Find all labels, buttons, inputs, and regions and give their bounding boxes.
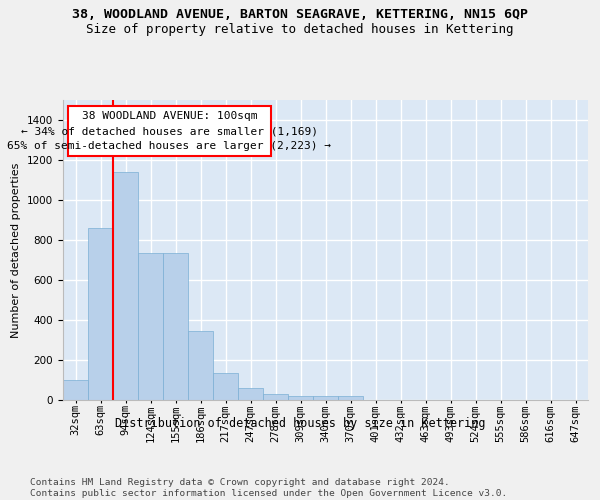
- Bar: [288, 396, 313, 400]
- Bar: [138, 253, 163, 400]
- Text: Size of property relative to detached houses in Kettering: Size of property relative to detached ho…: [86, 22, 514, 36]
- Bar: [313, 396, 338, 400]
- Bar: [338, 396, 363, 400]
- Bar: [213, 373, 238, 400]
- Bar: [188, 331, 213, 400]
- Text: Contains HM Land Registry data © Crown copyright and database right 2024.
Contai: Contains HM Land Registry data © Crown c…: [30, 478, 507, 498]
- Bar: [163, 253, 188, 400]
- Bar: [238, 388, 263, 400]
- Text: 38, WOODLAND AVENUE, BARTON SEAGRAVE, KETTERING, NN15 6QP: 38, WOODLAND AVENUE, BARTON SEAGRAVE, KE…: [72, 8, 528, 20]
- Text: 38 WOODLAND AVENUE: 100sqm
← 34% of detached houses are smaller (1,169)
65% of s: 38 WOODLAND AVENUE: 100sqm ← 34% of deta…: [7, 111, 331, 151]
- Bar: [263, 394, 288, 400]
- Bar: [113, 172, 138, 400]
- FancyBboxPatch shape: [68, 106, 271, 156]
- Bar: [88, 228, 113, 400]
- Bar: [63, 380, 88, 400]
- Text: Distribution of detached houses by size in Kettering: Distribution of detached houses by size …: [115, 418, 485, 430]
- Y-axis label: Number of detached properties: Number of detached properties: [11, 162, 22, 338]
